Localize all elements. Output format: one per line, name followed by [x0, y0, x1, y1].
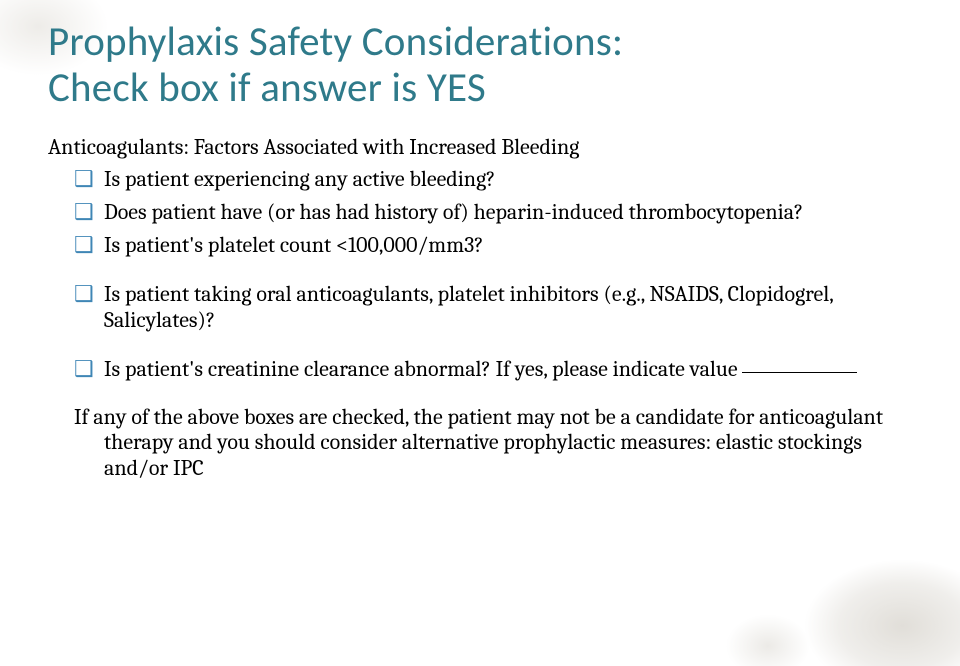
checklist-item: Is patient's creatinine clearance abnorm… — [48, 356, 912, 383]
slide-title: Prophylaxis Safety Considerations: Check… — [48, 20, 912, 112]
checklist: Is patient experiencing any active bleed… — [48, 166, 912, 383]
slide-container: Prophylaxis Safety Considerations: Check… — [0, 0, 960, 666]
checklist-item: Does patient have (or has had history of… — [48, 199, 912, 226]
checklist-item-text: Is patient's platelet count <100,000/mm3… — [104, 232, 484, 258]
checklist-item: Is patient experiencing any active bleed… — [48, 166, 912, 193]
title-line-2: Check box if answer is YES — [48, 63, 486, 113]
checklist-item: Is patient taking oral anticoagulants, p… — [48, 281, 912, 334]
checklist-item-text: Is patient's creatinine clearance abnorm… — [104, 356, 742, 382]
title-line-1: Prophylaxis Safety Considerations: — [48, 17, 623, 67]
blank-fill-line — [742, 372, 857, 373]
checklist-item-text: Is patient taking oral anticoagulants, p… — [104, 281, 833, 333]
checklist-item-text: Does patient have (or has had history of… — [104, 199, 803, 225]
section-heading: Anticoagulants: Factors Associated with … — [48, 134, 912, 160]
checklist-item-text: Is patient experiencing any active bleed… — [104, 166, 495, 192]
checklist-item: Is patient's platelet count <100,000/mm3… — [48, 232, 912, 259]
footer-note: If any of the above boxes are checked, t… — [74, 405, 912, 483]
